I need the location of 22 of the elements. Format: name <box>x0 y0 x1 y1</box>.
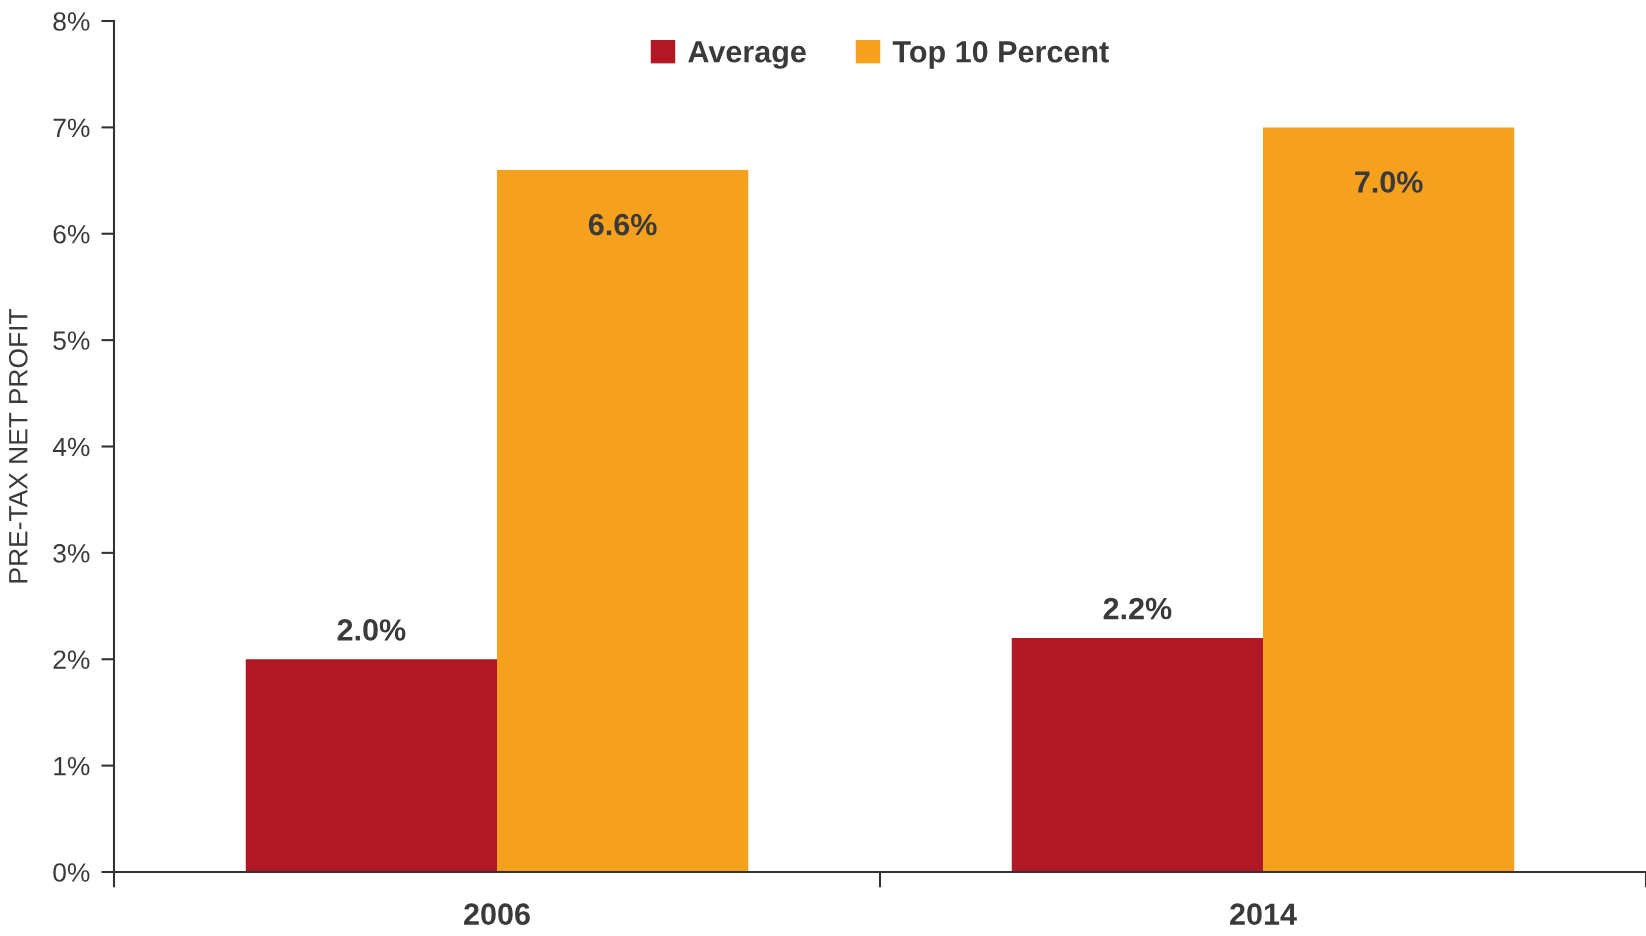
y-tick-label: 0% <box>53 863 90 882</box>
data-label: 2.0% <box>337 619 406 641</box>
data-label: 2.2% <box>1103 597 1172 620</box>
data-label: 6.6% <box>588 213 657 236</box>
y-tick-label: 1% <box>54 756 90 776</box>
y-axis-title: PRE-TAX NET PROFIT <box>8 309 28 583</box>
data-label: 7.0% <box>1355 171 1423 193</box>
y-tick-label: 7% <box>53 118 90 138</box>
x-tick-label: 2006 <box>464 903 530 925</box>
bar <box>1263 127 1515 872</box>
legend-label: Top 10 Percent <box>892 40 1109 69</box>
bar <box>497 169 749 872</box>
bar <box>1011 637 1263 872</box>
bar <box>245 659 497 872</box>
y-tick-label: 5% <box>53 331 90 350</box>
y-tick-label: 4% <box>52 437 90 457</box>
x-tick-label: 2014 <box>1230 903 1297 925</box>
y-tick-label: 8% <box>53 12 90 31</box>
y-tick-label: 2% <box>53 650 90 669</box>
y-tick-label: 3% <box>53 544 90 563</box>
y-tick-label: 6% <box>53 224 90 244</box>
legend-label: Average <box>688 41 806 69</box>
